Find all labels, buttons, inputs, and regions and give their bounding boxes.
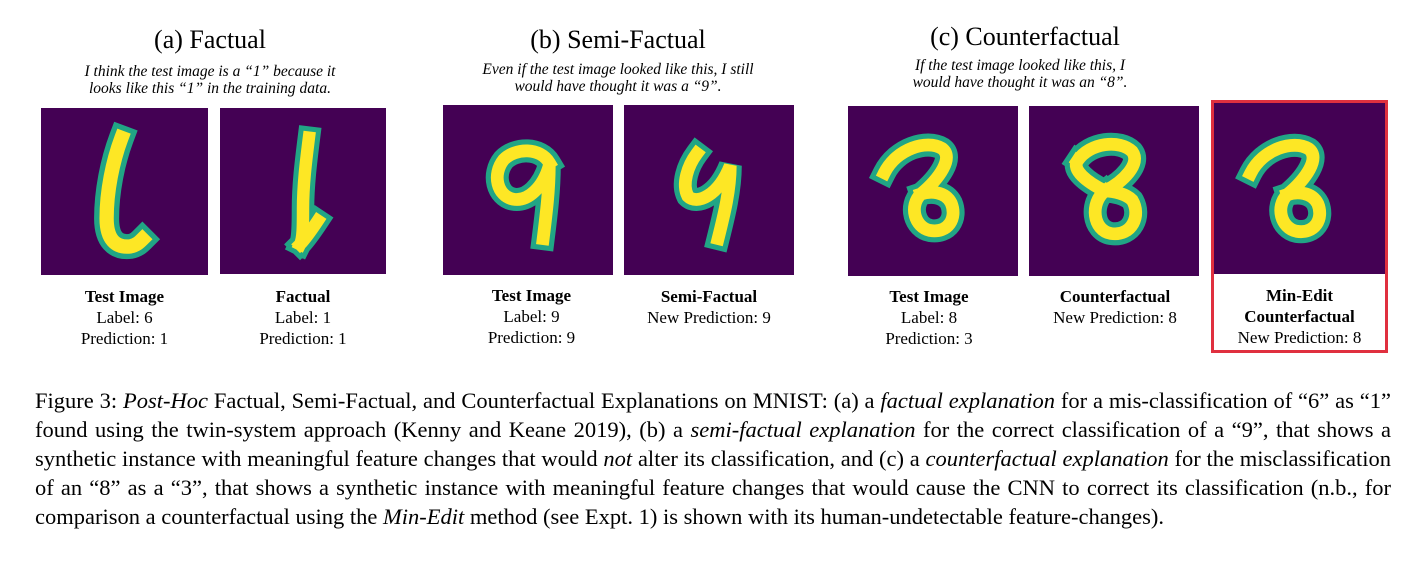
- note-line: would have thought it was an “8”.: [912, 74, 1128, 91]
- caption-seg: alter its classification, and (c) a: [632, 446, 926, 471]
- image-name: Counterfactual: [1059, 287, 1171, 306]
- test-image-b: [443, 105, 613, 275]
- min-edit-image-c: [1214, 103, 1385, 274]
- image-line: New Prediction: 8: [1053, 308, 1177, 327]
- test-image-c: [848, 106, 1018, 276]
- image-line: Label: 9: [503, 307, 560, 326]
- image-name: Test Image: [491, 286, 572, 305]
- caption-seg: Min-Edit: [383, 504, 465, 529]
- image-line: Label: 1: [274, 308, 332, 327]
- caption-test-image-a: Test Image Label: 6 Prediction: 1: [41, 286, 208, 349]
- caption-min-edit-c: Min-Edit Counterfactual New Prediction: …: [1214, 285, 1385, 348]
- caption-test-image-b: Test Image Label: 9 Prediction: 9: [443, 285, 620, 348]
- image-line: Label: 8: [900, 308, 958, 327]
- caption-seg: counterfactual explanation: [925, 446, 1169, 471]
- note-line: I think the test image is a “1” because …: [84, 63, 336, 80]
- factual-image-a: [220, 108, 386, 274]
- caption-seg: not: [603, 446, 633, 471]
- panel-c-title: (c) Counterfactual: [930, 22, 1120, 51]
- note-line: If the test image looked like this, I: [914, 57, 1126, 74]
- image-name: Min-Edit: [1265, 286, 1334, 305]
- panel-b-note: Even if the test image looked like this,…: [418, 61, 818, 95]
- test-image-a: [41, 108, 208, 275]
- image-name: Test Image: [84, 287, 165, 306]
- image-line: Prediction: 1: [80, 329, 169, 348]
- image-line: New Prediction: 8: [1237, 328, 1362, 347]
- image-line: Label: 6: [96, 308, 153, 327]
- image-line: Prediction: 1: [259, 329, 347, 348]
- image-name: Semi-Factual: [660, 287, 758, 306]
- image-line: New Prediction: 9: [647, 308, 771, 327]
- note-line: looks like this “1” in the training data…: [89, 80, 331, 97]
- caption-seg: for a mis-classification of “6” as “1” f…: [35, 388, 1391, 442]
- panel-c-note: If the test image looked like this, I wo…: [840, 57, 1200, 91]
- caption-counterfactual-c: Counterfactual New Prediction: 8: [1024, 286, 1206, 328]
- panel-b-title: (b) Semi-Factual: [530, 25, 706, 54]
- semi-factual-image-b: [624, 105, 794, 275]
- note-line: would have thought it was a “9”.: [514, 78, 722, 95]
- image-name: Counterfactual: [1244, 307, 1355, 326]
- caption-seg: Factual, Semi-Factual, and Counterfactua…: [207, 388, 881, 413]
- note-line: Even if the test image looked like this,…: [482, 61, 754, 78]
- caption-semi-factual-b: Semi-Factual New Prediction: 9: [620, 286, 798, 328]
- caption-test-image-c: Test Image Label: 8 Prediction: 3: [848, 286, 1010, 349]
- figure-caption: Figure 3: Post-Hoc Factual, Semi-Factual…: [35, 386, 1391, 531]
- image-line: Prediction: 3: [885, 329, 973, 348]
- caption-seg: Post-Hoc: [123, 388, 208, 413]
- caption-seg: for the misclassification of an “8” as a…: [35, 446, 1391, 529]
- caption-seg: factual explanation: [880, 388, 1056, 413]
- figure-label: Figure 3:: [35, 388, 123, 413]
- image-name: Factual: [275, 287, 331, 306]
- caption-factual-a: Factual Label: 1 Prediction: 1: [220, 286, 386, 349]
- panel-a-title: (a) Factual: [154, 25, 266, 54]
- min-edit-highlight-box: [1211, 100, 1388, 353]
- caption-seg: method (see Expt. 1) is shown with its h…: [464, 504, 1165, 529]
- image-name: Test Image: [889, 287, 969, 306]
- caption-seg: semi-factual explanation: [690, 417, 916, 442]
- counterfactual-image-c: [1029, 106, 1199, 276]
- image-line: Prediction: 9: [487, 328, 576, 347]
- panel-a-note: I think the test image is a “1” because …: [20, 63, 400, 97]
- caption-seg: for the correct classification of a “9”,…: [35, 417, 1392, 471]
